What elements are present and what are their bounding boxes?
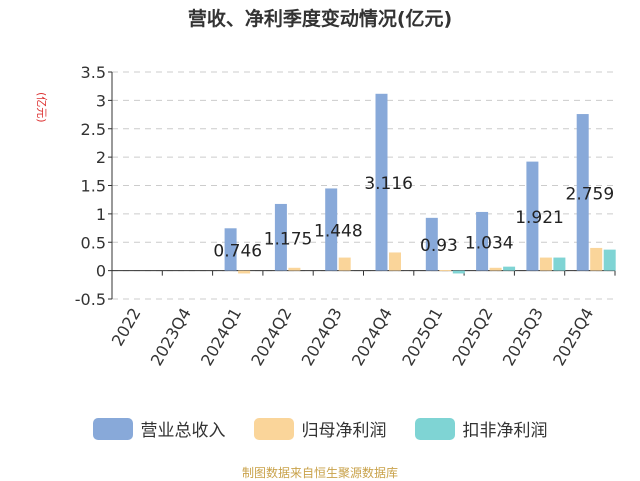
data-label: 3.116 — [364, 174, 413, 194]
legend-label: 归母净利润 — [301, 421, 387, 441]
bar-0 — [274, 203, 287, 271]
bar-1 — [389, 252, 401, 271]
legend-swatch — [92, 417, 133, 440]
bar-1 — [539, 257, 552, 271]
y-tick-label: 0.5 — [81, 233, 106, 252]
bar-0 — [526, 161, 539, 271]
x-tick-label: 2025Q3 — [499, 305, 547, 369]
source-note: 制图数据来自恒生聚源数据库 — [241, 466, 398, 480]
x-tick-label: 2024Q4 — [348, 305, 396, 369]
bar-2 — [452, 270, 465, 274]
legend-item[interactable]: 扣非净利润 — [414, 416, 548, 441]
bar-1 — [338, 257, 351, 271]
x-tick-label: 2025Q1 — [398, 305, 446, 369]
x-tick-label: 2025Q4 — [549, 305, 597, 369]
legend-item[interactable]: 营业总收入 — [92, 416, 226, 441]
bar-0 — [224, 228, 237, 271]
legend-swatch — [253, 417, 294, 440]
y-tick-label: 1 — [96, 205, 106, 224]
legend-swatch — [414, 417, 455, 440]
x-tick-label: 2024Q3 — [298, 305, 346, 369]
x-tick-label: 2023Q4 — [147, 305, 195, 369]
x-tick-label: 2024Q1 — [197, 305, 245, 369]
bar-1 — [238, 270, 251, 274]
legend-label: 营业总收入 — [140, 421, 226, 441]
x-tick-label: 2024Q2 — [247, 305, 295, 369]
bar-0 — [325, 188, 338, 271]
y-tick-label: 0 — [96, 262, 106, 281]
x-tick-label: 2025Q2 — [449, 305, 497, 369]
x-tick-label: 2022 — [108, 305, 145, 350]
bar-0 — [375, 93, 388, 271]
bar-1 — [288, 267, 301, 271]
legend: 营业总收入 归母净利润 扣非净利润 — [0, 416, 640, 441]
data-label: 0.746 — [213, 241, 262, 261]
bar-0 — [425, 217, 438, 271]
y-tick-label: 2.5 — [81, 120, 106, 139]
data-label: 1.034 — [465, 233, 514, 253]
legend-label: 扣非净利润 — [462, 421, 548, 441]
data-label: 1.921 — [515, 208, 564, 228]
data-label: 2.759 — [566, 184, 615, 204]
data-label: 1.448 — [314, 222, 363, 242]
bar-2 — [603, 249, 616, 271]
legend-item[interactable]: 归母净利润 — [253, 416, 387, 441]
y-tick-label: 3 — [96, 91, 106, 110]
y-tick-label: 2 — [96, 148, 106, 167]
data-label: 0.93 — [420, 236, 458, 256]
data-label: 1.175 — [264, 229, 313, 249]
chart-title: 营收、净利季度变动情况(亿元) — [187, 8, 453, 30]
y-tick-label: 1.5 — [81, 177, 106, 196]
bar-1 — [489, 267, 502, 271]
y-tick-label: 3.5 — [81, 63, 106, 82]
bar-0 — [476, 211, 489, 271]
bar-2 — [503, 266, 516, 271]
y-tick-label: -0.5 — [75, 290, 106, 309]
bar-2 — [553, 257, 566, 271]
bar-1 — [590, 247, 603, 271]
bar-1 — [439, 270, 452, 272]
bar-0 — [576, 114, 589, 271]
plot-area: -0.5 0 0.5 1 1.5 2 2.5 3 3.5 2022 2023Q4 2024Q1 0.74… — [75, 63, 616, 369]
